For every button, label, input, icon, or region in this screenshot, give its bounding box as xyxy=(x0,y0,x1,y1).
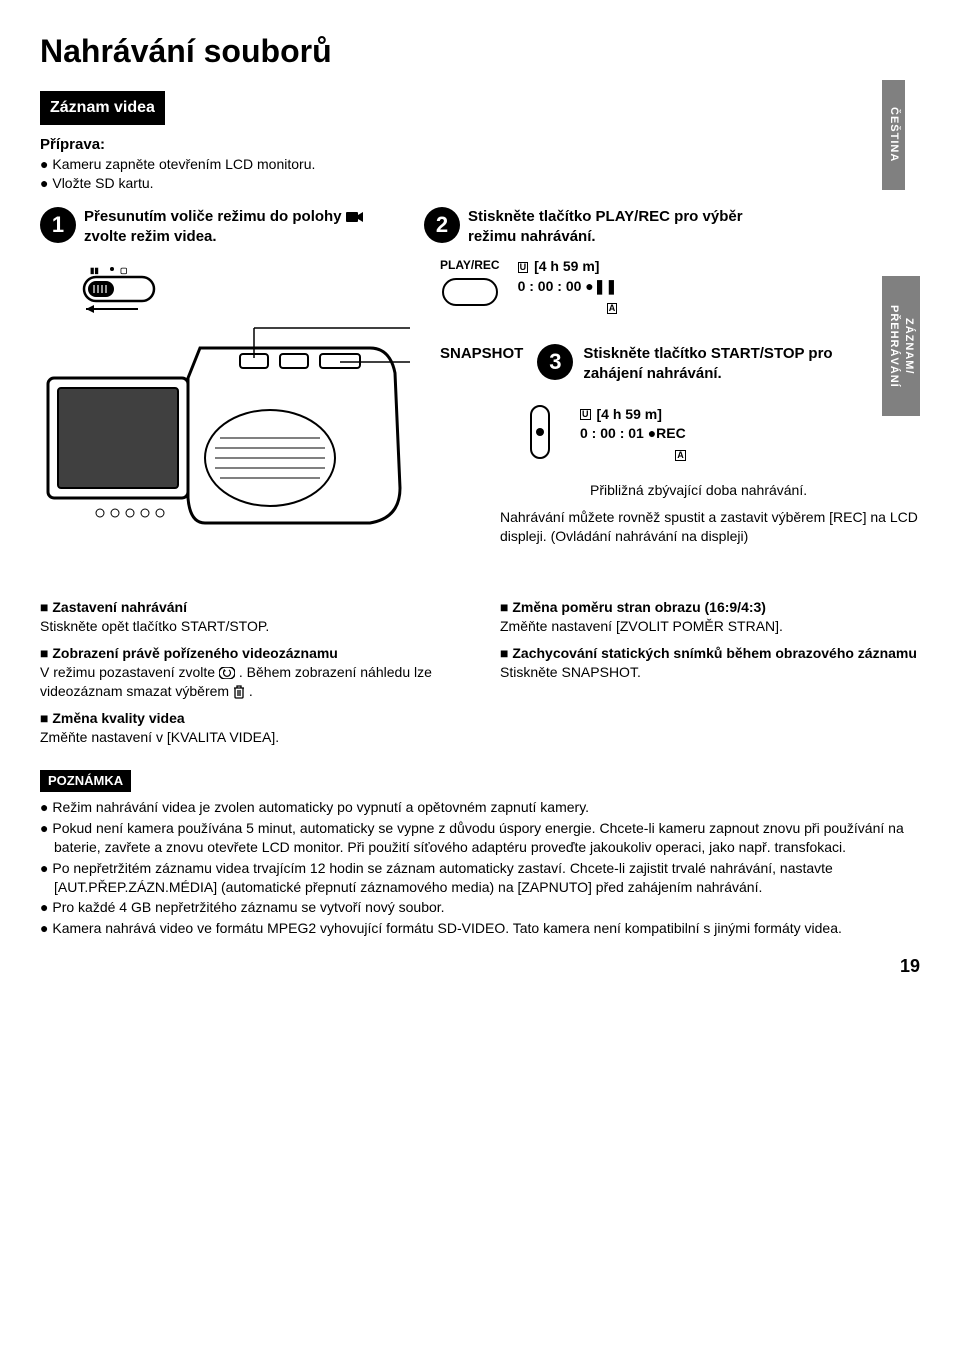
time-remaining: [4 h 59 m] xyxy=(597,405,662,425)
play-rec-button: PLAY/REC xyxy=(440,257,500,305)
approx-remaining-text: Přibližná zbývající doba nahrávání. xyxy=(440,481,920,500)
note-item: Režim nahrávání videa je zvolen automati… xyxy=(40,798,920,817)
section-heading: Záznam videa xyxy=(40,91,165,125)
feature-item: Zastavení nahrávání Stiskněte opět tlačí… xyxy=(40,598,460,636)
right-instructions: PLAY/REC U [4 h 59 m] 0 : 00 : 00 ●❚❚ A xyxy=(440,257,920,578)
camera-illustration: ▮▮ ▢ xyxy=(40,257,420,578)
feature-text: Změňte nastavení v [KVALITA VIDEA]. xyxy=(40,728,460,747)
feature-item: Změna kvality videa Změňte nastavení v [… xyxy=(40,709,460,747)
feature-heading: Změna poměru stran obrazu (16:9/4:3) xyxy=(500,598,920,617)
step-text: Přesunutím voliče režimu do polohy zvolt… xyxy=(84,207,404,248)
note-item: Kamera nahrává video ve formátu MPEG2 vy… xyxy=(40,919,920,938)
prep-item: Kameru zapněte otevřením LCD monitoru. xyxy=(40,155,920,174)
page-title: Nahrávání souborů xyxy=(40,30,920,73)
svg-text:▮▮: ▮▮ xyxy=(90,266,99,275)
notes-label: POZNÁMKA xyxy=(40,770,131,792)
notes-block: POZNÁMKA Režim nahrávání videa je zvolen… xyxy=(40,770,920,938)
auto-icon: A xyxy=(675,450,686,461)
counter: 0 : 00 : 01 xyxy=(580,425,644,441)
preparation-block: Příprava: Kameru zapněte otevřením LCD m… xyxy=(40,135,920,193)
feature-item: Zachycování statických snímků během obra… xyxy=(500,644,920,682)
side-tabs: ČEŠTINA ZÁZNAM/ PŘEHRÁVÁNÍ xyxy=(882,80,920,342)
mode-switch-icon: ▮▮ ▢ xyxy=(80,263,200,313)
feature-heading: Zachycování statických snímků během obra… xyxy=(500,644,920,663)
oval-button-icon xyxy=(442,278,498,306)
feature-text: Stiskněte SNAPSHOT. xyxy=(500,663,920,682)
feature-heading: Změna kvality videa xyxy=(40,709,460,728)
trash-icon xyxy=(233,685,245,699)
status-display-2: U [4 h 59 m] 0 : 00 : 01 ●REC A xyxy=(580,405,686,464)
play-rec-label: PLAY/REC xyxy=(440,257,500,273)
pause-icon: ●❚❚ xyxy=(585,278,617,294)
video-mode-icon xyxy=(346,211,364,223)
feature-heading: Zastavení nahrávání xyxy=(40,598,460,617)
step-number: 1 xyxy=(40,207,76,243)
time-remaining: [4 h 59 m] xyxy=(534,257,599,277)
step-number: 3 xyxy=(537,344,573,380)
counter: 0 : 00 : 00 xyxy=(518,278,582,294)
lang-tab: ČEŠTINA xyxy=(882,80,905,190)
snapshot-label: SNAPSHOT xyxy=(440,344,523,364)
feature-columns: Zastavení nahrávání Stiskněte opět tlačí… xyxy=(40,598,920,754)
step-number: 2 xyxy=(424,207,460,243)
note-item: Pokud není kamera používána 5 minut, aut… xyxy=(40,819,920,857)
prep-item: Vložte SD kartu. xyxy=(40,174,920,193)
section-tab: ZÁZNAM/ PŘEHRÁVÁNÍ xyxy=(882,276,920,416)
rec-icon: ●REC xyxy=(648,425,686,441)
start-stop-button-icon xyxy=(530,405,550,459)
feature-item: Zobrazení právě pořízeného videozáznamu … xyxy=(40,644,460,701)
page-number: 19 xyxy=(40,954,920,978)
feature-item: Změna poměru stran obrazu (16:9/4:3) Změ… xyxy=(500,598,920,636)
feature-heading: Zobrazení právě pořízeného videozáznamu xyxy=(40,644,460,663)
quickreview-icon xyxy=(219,667,235,679)
auto-icon: A xyxy=(607,303,618,314)
feature-text: V režimu pozastavení zvolte . Během zobr… xyxy=(40,663,460,701)
notes-list: Režim nahrávání videa je zvolen automati… xyxy=(40,798,920,938)
step-text: Stiskněte tlačítko PLAY/REC pro výběr re… xyxy=(468,207,788,248)
step-2: 2 Stiskněte tlačítko PLAY/REC pro výběr … xyxy=(424,207,788,248)
step-1: 1 Přesunutím voliče režimu do polohy zvo… xyxy=(40,207,404,248)
step-text: Stiskněte tlačítko START/STOP pro zaháje… xyxy=(583,344,863,385)
right-column: Změna poměru stran obrazu (16:9/4:3) Změ… xyxy=(500,598,920,754)
feature-text: Stiskněte opět tlačítko START/STOP. xyxy=(40,617,460,636)
step-text-part: Přesunutím voliče režimu do polohy xyxy=(84,208,346,225)
note-item: Pro každé 4 GB nepřetržitého záznamu se … xyxy=(40,898,920,917)
prep-heading: Příprava: xyxy=(40,135,920,155)
left-column: Zastavení nahrávání Stiskněte opět tlačí… xyxy=(40,598,460,754)
quality-icon: U xyxy=(518,262,529,273)
step-text-part: zvolte režim videa. xyxy=(84,228,217,245)
svg-text:▢: ▢ xyxy=(120,266,128,275)
steps-row: 1 Přesunutím voliče režimu do polohy zvo… xyxy=(40,207,920,248)
camcorder-icon xyxy=(40,318,410,578)
feature-text: Změňte nastavení [ZVOLIT POMĚR STRAN]. xyxy=(500,617,920,636)
start-rec-lcd-text: Nahrávání můžete rovněž spustit a zastav… xyxy=(440,508,920,546)
note-item: Po nepřetržitém záznamu videa trvajícím … xyxy=(40,859,920,897)
status-display-1: U [4 h 59 m] 0 : 00 : 00 ●❚❚ A xyxy=(518,257,618,316)
quality-icon: U xyxy=(580,409,591,420)
